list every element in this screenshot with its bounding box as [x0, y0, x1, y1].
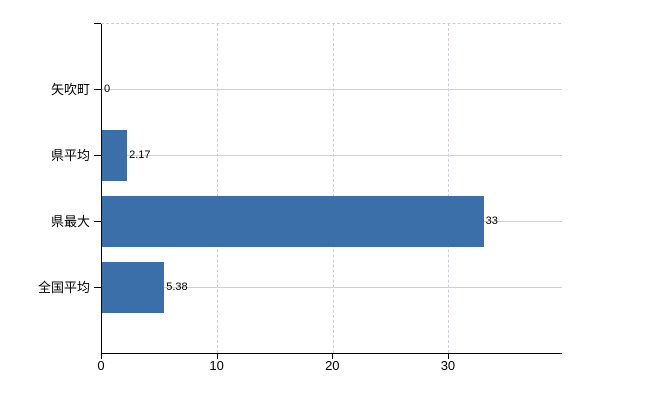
x-axis-tick-label: 30: [440, 358, 456, 373]
bar-value-label-1: 0: [104, 83, 111, 95]
vertical-gridline: [448, 23, 450, 353]
y-axis-tick: [94, 221, 101, 222]
bar-value-label-2: 2.17: [129, 149, 151, 161]
bar-value-label-3: 33: [485, 215, 498, 227]
x-axis-tick-label: 20: [325, 358, 340, 373]
x-axis-tick-label: 10: [209, 358, 224, 373]
category-label-4: 全国平均: [37, 279, 90, 295]
horizontal-gridline: [102, 154, 562, 156]
category-label-1: 矢吹町: [50, 81, 90, 97]
plot-area: [101, 23, 562, 354]
plot-top-border: [101, 23, 561, 24]
y-axis-tick: [94, 89, 101, 90]
x-axis-tick-label: 0: [97, 358, 105, 373]
y-axis-tick: [94, 155, 101, 156]
x-axis-tick: [216, 354, 218, 359]
horizontal-gridline: [102, 286, 562, 288]
vertical-gridline: [332, 23, 334, 353]
vertical-gridline: [217, 23, 219, 353]
y-axis-top-tick: [94, 23, 101, 24]
y-axis-tick: [94, 287, 101, 288]
category-label-2: 県平均: [50, 147, 90, 163]
horizontal-gridline: [102, 88, 562, 90]
x-axis-tick: [101, 354, 102, 359]
bar-4: [102, 261, 165, 313]
category-label-3: 県最大: [50, 213, 90, 229]
bar-2: [102, 129, 128, 181]
bar-value-label-4: 5.38: [166, 281, 188, 293]
bar-3: [102, 195, 484, 247]
x-axis-tick: [332, 354, 334, 359]
x-axis-tick: [447, 354, 449, 359]
